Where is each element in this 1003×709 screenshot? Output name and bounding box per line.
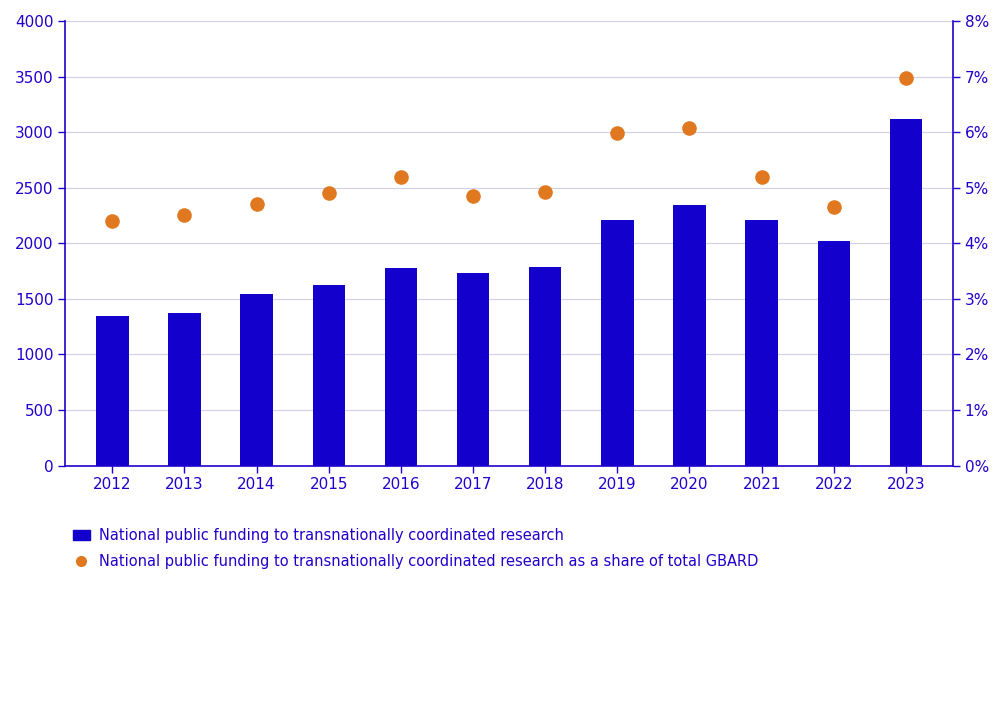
Point	[177, 210, 193, 221]
Bar	[312, 285, 345, 466]
Bar	[96, 316, 128, 466]
Bar	[169, 313, 201, 466]
Bar	[529, 267, 561, 466]
Bar	[816, 241, 850, 466]
Point	[824, 201, 841, 213]
Bar	[673, 206, 705, 466]
Point	[392, 171, 408, 182]
Bar	[744, 220, 777, 466]
Point	[897, 72, 913, 84]
Bar	[456, 273, 488, 466]
Legend: National public funding to transnationally coordinated research, National public: National public funding to transnational…	[72, 527, 757, 569]
Point	[104, 216, 120, 227]
Bar	[601, 220, 633, 466]
Point	[609, 128, 625, 139]
Bar	[889, 119, 921, 466]
Point	[464, 191, 480, 202]
Point	[753, 171, 769, 182]
Point	[681, 122, 697, 133]
Bar	[384, 268, 416, 466]
Bar	[240, 294, 273, 466]
Point	[320, 188, 336, 199]
Point	[249, 199, 265, 210]
Point	[537, 186, 553, 197]
